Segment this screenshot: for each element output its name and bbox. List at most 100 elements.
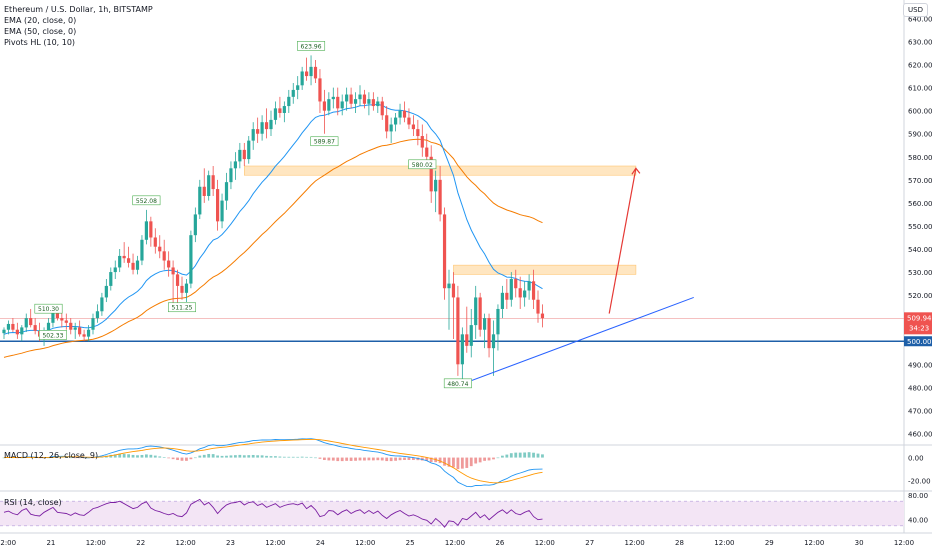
macd-bar [331,457,335,461]
candle-body [153,237,157,247]
macd-bar [109,454,113,458]
candle [73,322,77,339]
pivot-label-box [38,330,67,340]
candle-body [198,186,202,215]
candle-body [2,329,6,334]
candle [523,281,527,307]
macd-bar [198,455,202,458]
candle-body [380,101,384,116]
candle [144,209,148,245]
candle-body [269,119,273,130]
candle [420,124,424,157]
candle-body [86,329,91,337]
time-tick-label: 12:00 [176,539,196,547]
candle [2,327,6,339]
candle-body [78,327,82,335]
macd-bar [64,457,68,458]
candles [2,55,545,386]
macd-bar [153,455,157,458]
candle-body [233,161,237,169]
symbol-title[interactable]: Ethereum / U.S. Dollar, 1h, BITSTAMP [4,5,153,14]
candle [518,276,522,309]
candle [327,92,331,116]
candle-body [456,297,460,365]
candle [460,327,464,386]
candle [385,106,389,139]
pivot-label-box [132,195,161,206]
price-tick-label: 600.00 [908,108,932,116]
candle [287,89,291,113]
candle [336,87,340,116]
candle-body [416,129,420,137]
candle-body [180,285,184,293]
currency-button[interactable]: USD [903,3,928,17]
pivot-label: 480.74 [447,381,468,388]
candle-body [500,292,504,309]
macd-legend[interactable]: MACD (12, 26, close, 9) [4,451,99,460]
candle [278,96,282,118]
candle-body [149,221,153,238]
ema50-line [3,138,543,358]
candle-body [491,334,496,349]
candle-body [69,322,73,330]
price-tick-label: 570.00 [908,177,932,185]
macd-bar [256,455,260,458]
candle [247,136,251,164]
pivots-legend[interactable]: Pivots HL (10, 10) [4,38,76,47]
candle-body [247,140,251,160]
price-tick-label: 490.00 [908,361,932,369]
macd-bar [162,457,166,458]
candle-body [33,325,37,331]
candle-body [113,267,117,273]
macd-bar [73,457,77,459]
candle [153,228,157,254]
candle-body [402,110,407,118]
candle [451,272,456,339]
macd-bar [287,456,291,458]
macd-bar [207,453,211,458]
candle-body [60,318,64,321]
macd-bar [265,455,268,458]
macd-bar [483,457,486,461]
candle-body [171,267,175,275]
macd-bar [412,457,415,461]
candle [260,115,264,141]
candle-body [122,255,126,259]
ema50-legend[interactable]: EMA (50, close, 0) [4,27,77,36]
price-tick-label: 580.00 [908,154,932,162]
ema20-legend[interactable]: EMA (20, close, 0) [4,16,77,25]
time-tick-label: 30 [855,539,864,547]
candle [216,179,220,231]
candle-body [353,99,358,104]
candle-body [260,122,264,134]
macd-bar [429,457,433,463]
rsi-legend[interactable]: RSI (14, close) [4,498,62,507]
macd-tick-label: -20.00 [908,478,931,486]
macd-bar [238,454,242,458]
macd-bar [394,457,397,461]
candle-body [460,334,464,365]
macd-bar [318,457,322,459]
candle [438,166,442,222]
candle [402,101,407,123]
macd-bar [363,457,366,461]
candle [407,108,411,130]
price-tick-label: 610.00 [908,85,932,93]
candle [291,83,295,104]
macd-bar [234,455,237,458]
candle-body [389,124,393,132]
candle-body [309,66,313,77]
time-tick-label: 21 [46,539,55,547]
candle-body [104,285,108,298]
candle [527,274,531,300]
candle-body [220,200,224,222]
candle-body [251,129,255,141]
macd-bar [536,453,540,458]
time-tick-label: 23 [226,539,235,547]
candle [273,101,278,125]
candle [394,112,398,132]
candle-body [175,274,180,286]
candle-body [469,325,473,346]
candle-body [6,323,11,330]
